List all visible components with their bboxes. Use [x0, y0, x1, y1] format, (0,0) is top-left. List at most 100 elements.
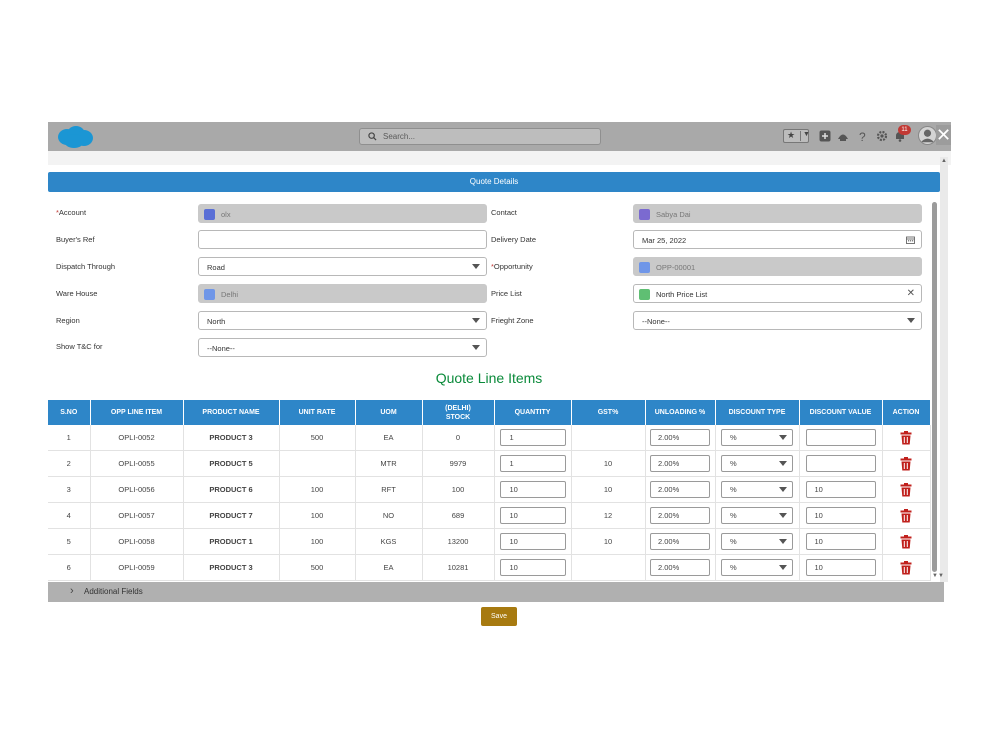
cell-gst: 10 — [571, 476, 646, 503]
cell-rate: 100 — [279, 528, 356, 555]
star-icon: ★ — [787, 130, 796, 140]
clear-icon[interactable]: ✕ — [906, 288, 915, 299]
discount-value-input[interactable]: 10 — [805, 507, 876, 524]
discount-value-input[interactable] — [805, 455, 876, 472]
quantity-input[interactable]: 1 — [499, 455, 566, 472]
quantity-input[interactable]: 10 — [499, 507, 566, 524]
cell-unloading: 2.00% — [645, 554, 716, 581]
price-list-lookup[interactable]: North Price List ✕ — [633, 284, 922, 303]
cell-opp: OPLI-0055 — [90, 450, 184, 477]
unloading-input[interactable]: 2.00% — [650, 481, 710, 498]
quantity-input[interactable]: 10 — [499, 481, 566, 498]
trash-icon[interactable] — [900, 508, 912, 523]
scroll-down-icon[interactable]: ▼▼ — [932, 573, 944, 579]
trash-icon[interactable] — [900, 456, 912, 471]
discount-type-select[interactable]: % — [721, 559, 793, 576]
cell-product[interactable]: PRODUCT 3 — [183, 554, 280, 581]
cell-unloading: 2.00% — [645, 502, 716, 529]
account-field: olx — [198, 204, 487, 223]
chevron-down-icon[interactable]: ▼ — [800, 131, 810, 141]
discount-value-input[interactable] — [805, 429, 876, 446]
discount-value-input[interactable]: 10 — [805, 533, 876, 550]
cell-product[interactable]: PRODUCT 1 — [183, 528, 280, 555]
quantity-input[interactable]: 10 — [499, 559, 566, 576]
unloading-input[interactable]: 2.00% — [650, 429, 710, 446]
cell-uom: NO — [355, 502, 423, 529]
cell-sno: 6 — [48, 554, 91, 581]
cell-discount-type: % — [715, 502, 800, 529]
save-button[interactable]: Save — [481, 607, 517, 626]
table-row: 5 OPLI-0058 PRODUCT 1 100 KGS 13200 10 1… — [48, 528, 931, 555]
quantity-input[interactable]: 10 — [499, 533, 566, 550]
cell-gst: 12 — [571, 502, 646, 529]
chevron-down-icon — [472, 264, 480, 269]
scrollbar-track[interactable] — [940, 157, 948, 582]
trash-icon[interactable] — [900, 482, 912, 497]
help-icon[interactable]: ? — [857, 130, 869, 142]
cell-rate: 100 — [279, 476, 356, 503]
cell-uom: RFT — [355, 476, 423, 503]
cell-unloading: 2.00% — [645, 476, 716, 503]
price-list-icon — [639, 289, 650, 300]
col-action: ACTION — [882, 400, 931, 425]
sub-header — [48, 151, 951, 165]
global-search[interactable]: Search... — [359, 128, 601, 145]
discount-value-input[interactable]: 10 — [805, 559, 876, 576]
delivery-date-input[interactable]: Mar 25, 2022 — [633, 230, 922, 249]
cell-product[interactable]: PRODUCT 3 — [183, 425, 280, 451]
discount-type-select[interactable]: % — [721, 455, 793, 472]
trash-icon[interactable] — [900, 560, 912, 575]
contact-icon — [639, 209, 650, 220]
quantity-input[interactable]: 1 — [499, 429, 566, 446]
calendar-icon[interactable] — [906, 236, 915, 244]
additional-fields-label: Additional Fields — [84, 587, 143, 596]
cell-product[interactable]: PRODUCT 5 — [183, 450, 280, 477]
scroll-up-icon[interactable]: ▲ — [941, 158, 947, 164]
cell-discount-value: 10 — [799, 476, 883, 503]
cell-gst: 10 — [571, 528, 646, 555]
unloading-input[interactable]: 2.00% — [650, 559, 710, 576]
cloud-logo[interactable] — [56, 125, 94, 149]
cell-stock: 9979 — [422, 450, 495, 477]
trailhead-icon[interactable] — [837, 130, 849, 142]
cell-product[interactable]: PRODUCT 7 — [183, 502, 280, 529]
cell-quantity: 1 — [494, 425, 572, 451]
region-select[interactable]: North — [198, 311, 487, 330]
discount-type-select[interactable]: % — [721, 507, 793, 524]
global-header: Search... ★ ▼ ? 11 ✕ — [48, 122, 951, 151]
show-tc-select[interactable]: --None-- — [198, 338, 487, 357]
cell-stock: 689 — [422, 502, 495, 529]
col-stock: (DELHI) STOCK — [422, 400, 495, 425]
opportunity-icon — [639, 262, 650, 273]
discount-type-select[interactable]: % — [721, 533, 793, 550]
unloading-input[interactable]: 2.00% — [650, 455, 710, 472]
dispatch-through-select[interactable]: Road — [198, 257, 487, 276]
cell-uom: EA — [355, 425, 423, 451]
discount-type-select[interactable]: % — [721, 481, 793, 498]
col-unloading: UNLOADING % — [645, 400, 716, 425]
unloading-input[interactable]: 2.00% — [650, 507, 710, 524]
additional-fields-section[interactable]: › Additional Fields — [48, 582, 944, 602]
add-icon[interactable] — [819, 130, 831, 142]
table-row: 6 OPLI-0059 PRODUCT 3 500 EA 10281 10 2.… — [48, 554, 931, 581]
cell-discount-type: % — [715, 476, 800, 503]
contact-label: Contact — [491, 208, 517, 217]
avatar[interactable] — [918, 126, 937, 145]
unloading-input[interactable]: 2.00% — [650, 533, 710, 550]
account-label: *Account — [56, 208, 87, 217]
freight-zone-select[interactable]: --None-- — [633, 311, 922, 330]
favorites-button[interactable]: ★ ▼ — [783, 129, 810, 143]
quote-modal: Search... ★ ▼ ? 1 1 ✕ — [48, 122, 951, 602]
buyers-ref-input[interactable] — [198, 230, 487, 249]
scrollbar-thumb[interactable] — [932, 202, 937, 572]
trash-icon[interactable] — [900, 534, 912, 549]
cell-discount-type: % — [715, 450, 800, 477]
cell-product[interactable]: PRODUCT 6 — [183, 476, 280, 503]
trash-icon[interactable] — [900, 430, 912, 445]
gear-icon[interactable] — [876, 130, 888, 142]
discount-value-input[interactable]: 10 — [805, 481, 876, 498]
discount-type-select[interactable]: % — [721, 429, 793, 446]
cell-action — [882, 476, 931, 503]
close-icon[interactable]: ✕ — [936, 125, 951, 145]
chevron-right-icon[interactable]: › — [70, 585, 74, 597]
